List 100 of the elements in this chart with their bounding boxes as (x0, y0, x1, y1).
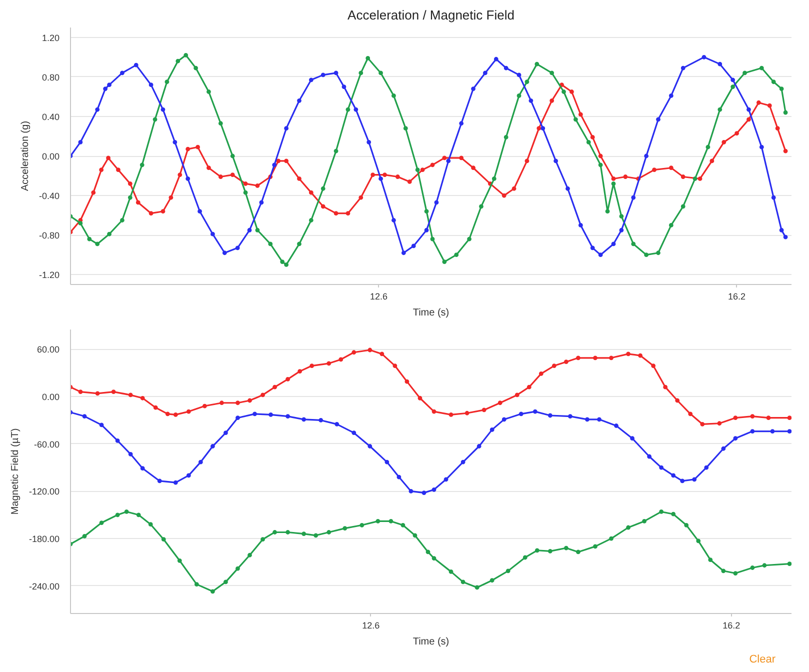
point (412, 533, 418, 538)
point (314, 533, 318, 538)
point (210, 589, 215, 594)
point (704, 465, 709, 470)
point (408, 489, 414, 494)
point (286, 530, 290, 534)
point (532, 409, 538, 414)
point (721, 446, 726, 451)
point (663, 384, 668, 390)
point (585, 417, 590, 422)
point (157, 478, 162, 484)
point (498, 400, 502, 406)
point (614, 424, 618, 428)
point (202, 404, 207, 408)
point (518, 412, 524, 416)
point (388, 519, 394, 524)
y-tick-label: -120.00 (28, 486, 60, 497)
point (252, 412, 257, 416)
point (194, 582, 199, 587)
point (342, 526, 348, 530)
point (392, 364, 398, 368)
point (787, 429, 792, 434)
point (260, 392, 265, 398)
point (148, 522, 153, 527)
point (576, 550, 580, 554)
point (762, 563, 767, 568)
point (647, 454, 652, 459)
point (444, 477, 448, 482)
point (310, 364, 314, 368)
point (766, 416, 771, 420)
point (448, 412, 454, 417)
point (384, 460, 390, 464)
point (236, 566, 240, 571)
point (593, 356, 598, 360)
point (99, 520, 104, 525)
point (338, 357, 344, 362)
point (400, 522, 406, 528)
point (173, 480, 178, 485)
point (326, 530, 332, 534)
point (352, 350, 356, 355)
point (186, 409, 191, 414)
point (376, 519, 380, 524)
x-tick-label: 12.6 (362, 620, 380, 630)
point (198, 460, 203, 464)
point (368, 348, 372, 352)
point (464, 410, 470, 416)
point (302, 417, 306, 422)
x-tick-label: 16.2 (722, 620, 740, 630)
point (638, 353, 642, 358)
point (564, 360, 568, 364)
x-axis-title: Time (s) (412, 636, 450, 648)
point (360, 522, 364, 528)
point (568, 414, 572, 418)
point (432, 487, 436, 492)
point (78, 390, 83, 394)
point (522, 555, 528, 560)
point (318, 418, 324, 422)
point (609, 536, 614, 541)
point (490, 427, 494, 432)
point (474, 585, 480, 590)
point (426, 550, 430, 554)
point (236, 416, 240, 420)
point (576, 356, 580, 360)
point (272, 384, 277, 390)
point (396, 474, 402, 480)
point (750, 414, 755, 418)
point (671, 473, 676, 478)
point (696, 538, 701, 544)
point (548, 548, 552, 554)
point (514, 392, 520, 398)
y-tick-label: 0.00 (42, 392, 60, 402)
point (684, 522, 689, 528)
point (659, 510, 664, 514)
point (787, 562, 792, 566)
point (99, 422, 104, 428)
point (380, 352, 384, 356)
point (708, 558, 713, 562)
point (534, 548, 540, 553)
point (787, 416, 792, 420)
point (502, 417, 506, 422)
y-tick-label: -180.00 (28, 534, 60, 544)
point (298, 369, 302, 374)
point (642, 519, 646, 524)
point (476, 444, 482, 448)
point (490, 578, 494, 583)
point (750, 566, 755, 570)
point (128, 452, 133, 456)
point (124, 510, 129, 514)
point (460, 460, 466, 464)
point (460, 580, 466, 584)
point (688, 412, 693, 416)
point (630, 436, 634, 441)
y-axis-title: Magnetic Field (µT) (10, 428, 21, 515)
point (286, 377, 290, 382)
point (165, 412, 170, 416)
point (597, 417, 602, 422)
point (326, 361, 332, 366)
point (750, 429, 755, 434)
point (675, 398, 680, 403)
y-tick-label: -240.00 (28, 581, 60, 592)
